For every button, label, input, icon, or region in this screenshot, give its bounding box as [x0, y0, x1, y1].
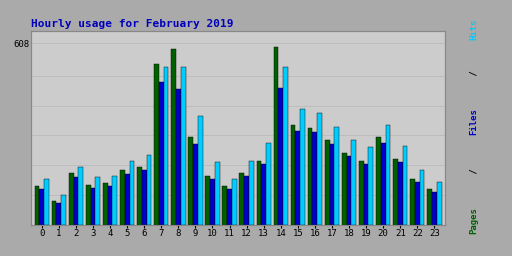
Bar — [291, 125, 295, 225]
Bar — [266, 143, 271, 225]
Bar — [437, 182, 441, 225]
Text: /: / — [469, 163, 478, 179]
Bar — [232, 179, 237, 225]
Bar — [227, 189, 232, 225]
Bar — [210, 179, 215, 225]
Bar — [176, 89, 181, 225]
Bar — [420, 170, 424, 225]
Text: Hits: Hits — [469, 19, 478, 40]
Bar — [398, 162, 402, 225]
Text: /: / — [469, 65, 478, 81]
Bar — [35, 186, 39, 225]
Bar — [39, 189, 44, 225]
Text: Hourly usage for February 2019: Hourly usage for February 2019 — [31, 18, 233, 29]
Bar — [427, 189, 432, 225]
Bar — [244, 176, 249, 225]
Bar — [44, 179, 49, 225]
Bar — [181, 67, 185, 225]
Bar — [137, 167, 142, 225]
Bar — [351, 140, 356, 225]
Bar — [69, 173, 74, 225]
Bar — [86, 185, 91, 225]
Text: Files: Files — [469, 109, 478, 135]
Bar — [402, 146, 408, 225]
Bar — [154, 64, 159, 225]
Bar — [273, 47, 279, 225]
Bar — [393, 159, 398, 225]
Bar — [342, 153, 347, 225]
Bar — [347, 156, 351, 225]
Bar — [330, 144, 334, 225]
Bar — [381, 143, 386, 225]
Bar — [146, 155, 152, 225]
Bar — [142, 170, 146, 225]
Bar — [61, 195, 66, 225]
Bar — [257, 161, 261, 225]
Bar — [300, 109, 305, 225]
Bar — [308, 128, 312, 225]
Bar — [376, 137, 381, 225]
Bar — [95, 177, 100, 225]
Bar — [120, 170, 125, 225]
Bar — [386, 125, 390, 225]
Bar — [240, 173, 244, 225]
Bar — [159, 82, 164, 225]
Bar — [103, 183, 108, 225]
Bar — [334, 126, 339, 225]
Bar — [56, 203, 61, 225]
Bar — [432, 192, 437, 225]
Bar — [279, 88, 283, 225]
Bar — [193, 144, 198, 225]
Bar — [113, 176, 117, 225]
Bar — [325, 140, 330, 225]
Bar — [261, 164, 266, 225]
Bar — [78, 167, 83, 225]
Bar — [249, 161, 254, 225]
Bar — [108, 186, 113, 225]
Bar — [205, 176, 210, 225]
Bar — [171, 49, 176, 225]
Bar — [74, 177, 78, 225]
Bar — [125, 174, 130, 225]
Bar — [52, 201, 56, 225]
Bar — [295, 131, 300, 225]
Bar — [91, 188, 95, 225]
Bar — [364, 164, 369, 225]
Bar — [215, 162, 220, 225]
Bar — [222, 186, 227, 225]
Bar — [164, 67, 168, 225]
Bar — [369, 147, 373, 225]
Bar — [188, 137, 193, 225]
Bar — [198, 116, 203, 225]
Bar — [359, 161, 364, 225]
Bar — [415, 182, 420, 225]
Bar — [283, 67, 288, 225]
Text: Pages: Pages — [469, 207, 478, 233]
Bar — [130, 161, 134, 225]
Bar — [317, 113, 322, 225]
Bar — [312, 133, 317, 225]
Bar — [410, 179, 415, 225]
